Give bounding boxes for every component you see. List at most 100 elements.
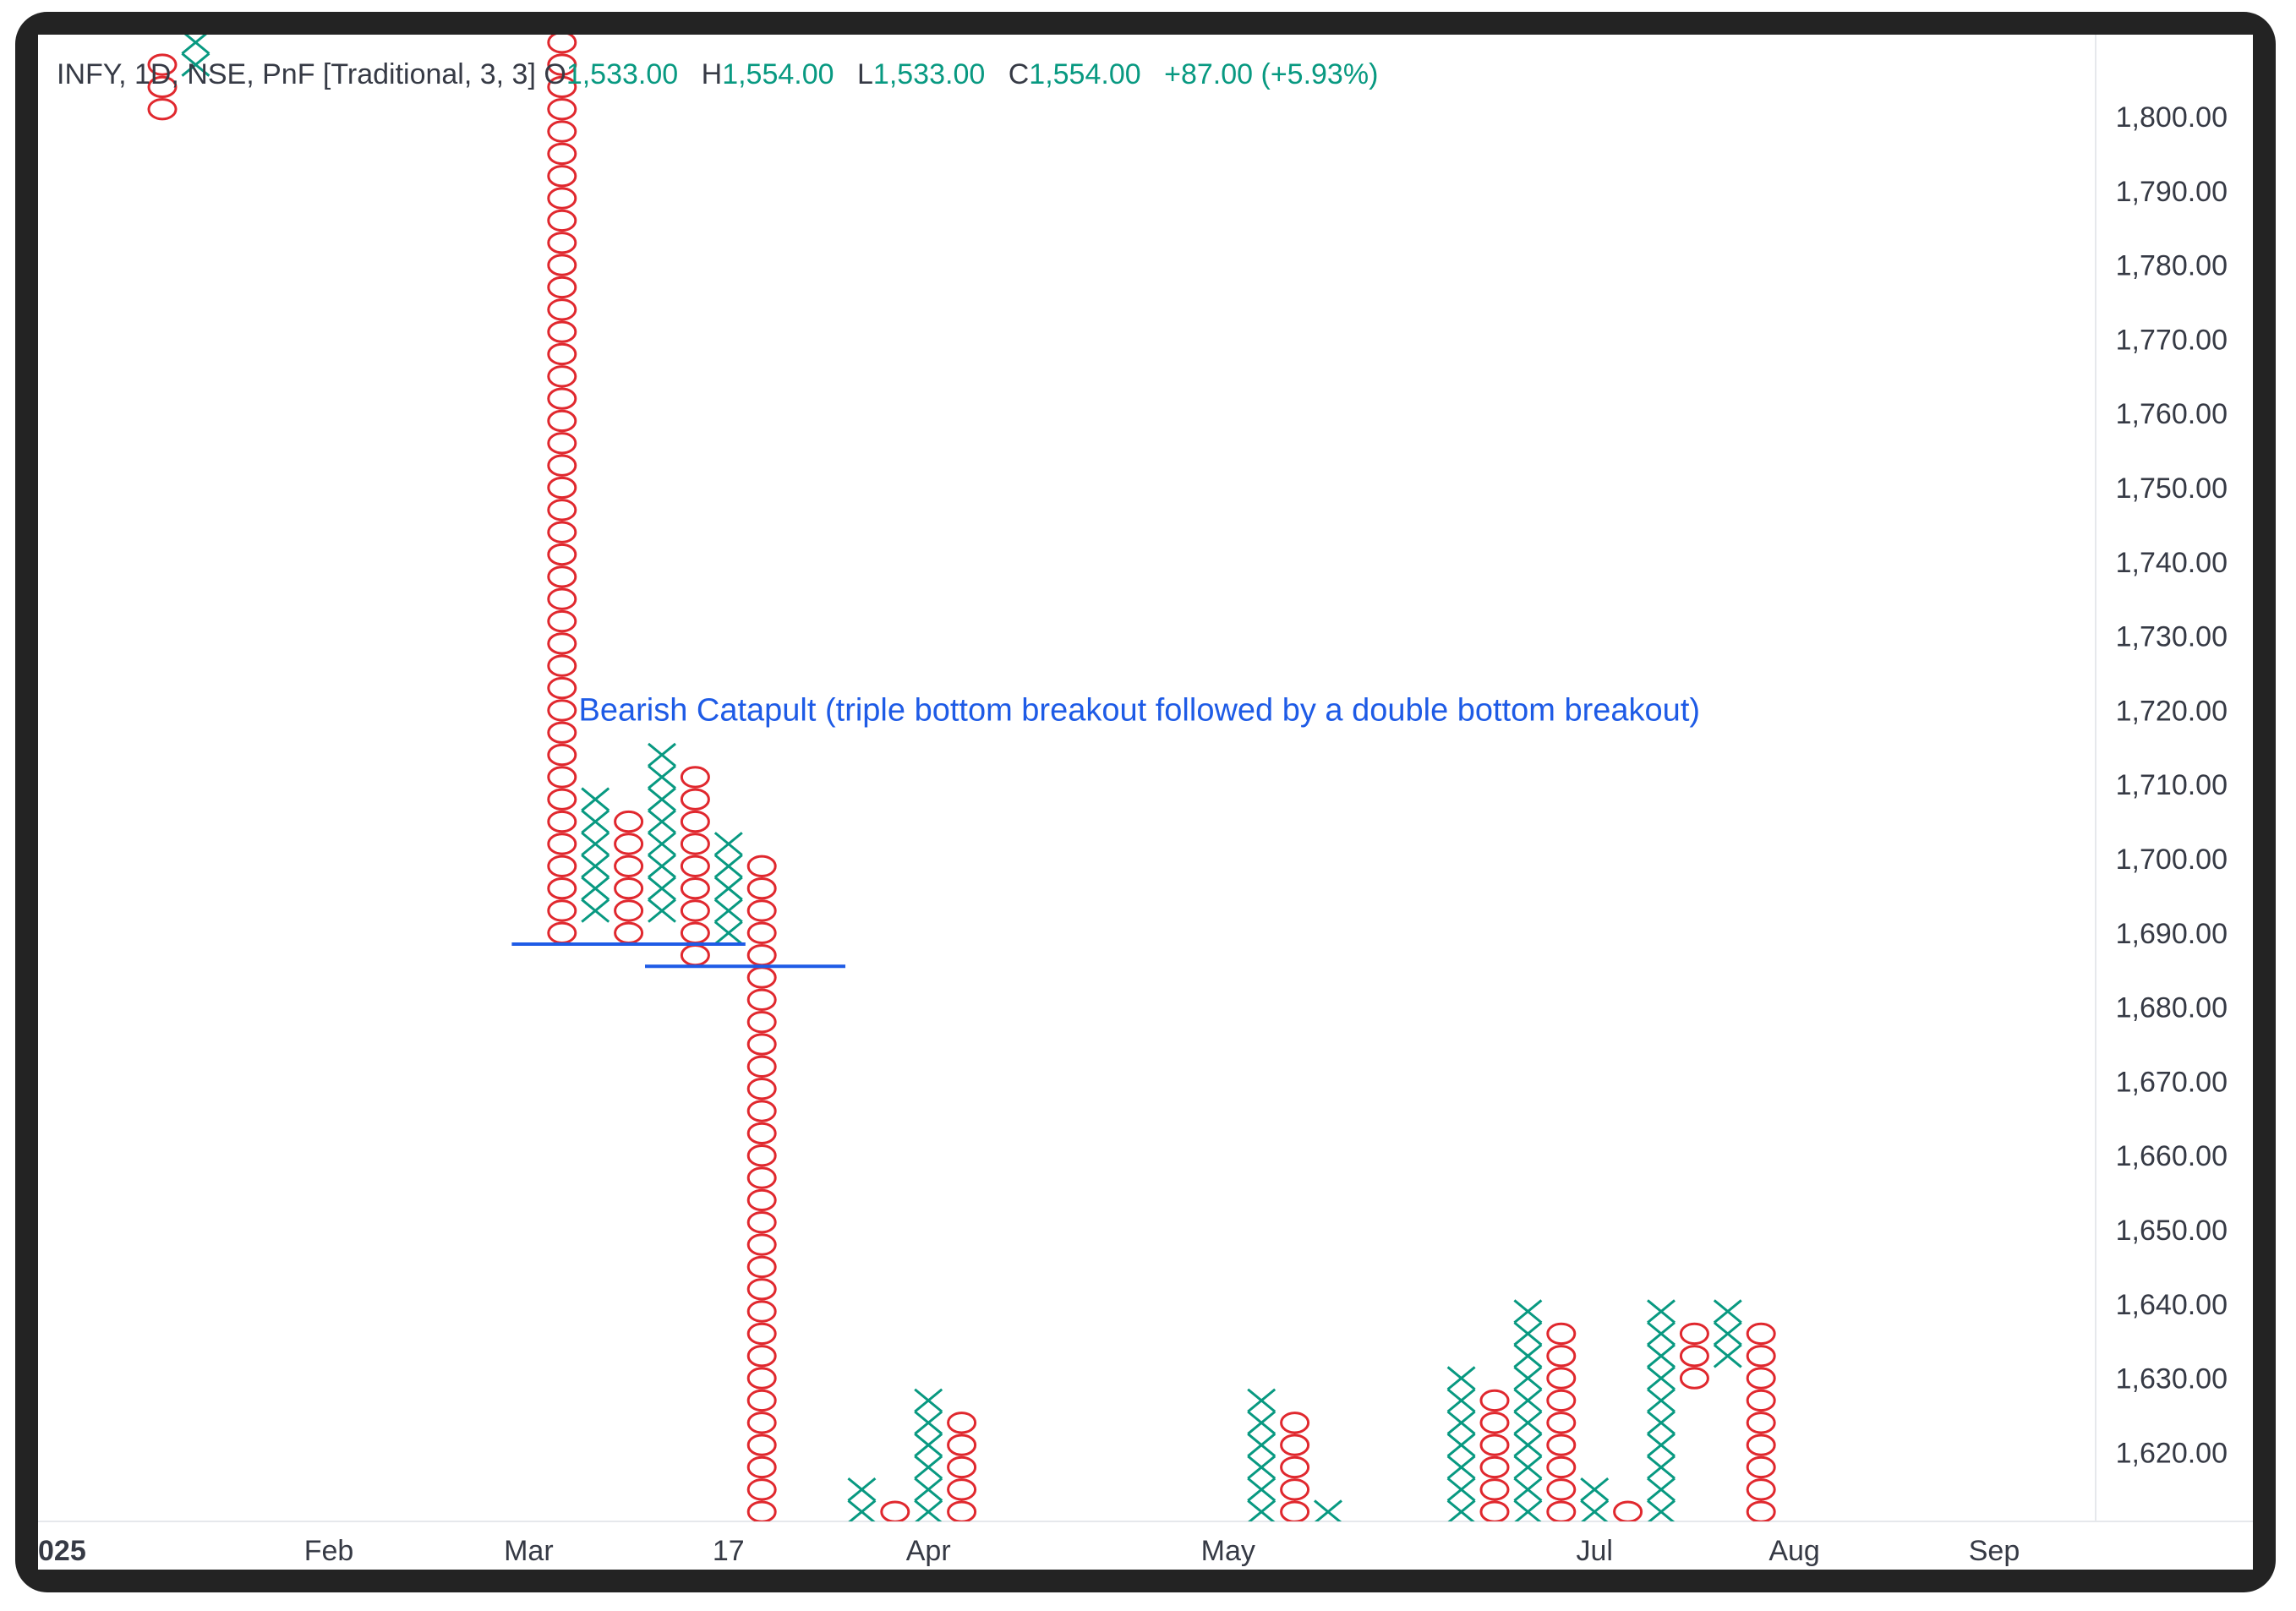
pattern-annotation[interactable]: Bearish Catapult (triple bottom breakout… (579, 692, 1701, 728)
x-box (581, 898, 610, 923)
x-box (1513, 1343, 1543, 1368)
o-box (746, 1166, 777, 1189)
x-box (1513, 1388, 1543, 1413)
x-box (713, 920, 743, 946)
x-column (1580, 1477, 1610, 1521)
o-box (1746, 1478, 1776, 1501)
price-axis[interactable]: 1,800.00 1,790.00 1,780.00 1,770.00 1,760.00… (2116, 101, 2228, 1469)
high-label: H (701, 58, 723, 90)
x-box (1247, 1410, 1276, 1435)
o-box (746, 1412, 777, 1434)
o-box (614, 921, 644, 944)
o-box (746, 966, 777, 989)
time-axis[interactable]: 025 Feb Mar 17 Apr May Jul Aug Sep (38, 1535, 2020, 1567)
o-box (547, 98, 577, 121)
x-box (1446, 1455, 1476, 1480)
o-box (746, 1345, 777, 1368)
x-box (581, 832, 610, 856)
o-box (547, 699, 577, 722)
o-box (547, 75, 577, 99)
x-box (1513, 1410, 1543, 1435)
o-box (746, 1055, 777, 1079)
open-value: 1,533.00 (566, 58, 679, 90)
price-tick-label: 1,760.00 (2116, 398, 2228, 430)
o-box (1613, 1500, 1643, 1521)
price-tick-label: 1,710.00 (2116, 769, 2228, 801)
x-column (1446, 1366, 1476, 1521)
price-tick-label: 1,650.00 (2116, 1215, 2228, 1247)
o-box (746, 1278, 777, 1301)
x-box (1647, 1321, 1676, 1346)
time-tick-label: Jul (1576, 1535, 1612, 1567)
o-box (547, 632, 577, 655)
o-box (1546, 1478, 1577, 1501)
x-box (581, 876, 610, 901)
x-column (1314, 1499, 1342, 1521)
price-tick-label: 1,790.00 (2116, 176, 2228, 208)
o-box (547, 387, 577, 410)
o-box (1546, 1412, 1577, 1434)
x-box (1247, 1499, 1276, 1521)
o-box (547, 365, 577, 388)
o-box (1746, 1345, 1776, 1368)
o-column (1280, 1412, 1310, 1521)
o-box (947, 1478, 977, 1501)
x-box (648, 809, 676, 834)
o-box (746, 1255, 777, 1279)
price-tick-label: 1,730.00 (2116, 621, 2228, 653)
o-box (1479, 1455, 1510, 1479)
pnf-chart[interactable]: 1,800.00 1,790.00 1,780.00 1,770.00 1,760.00… (38, 35, 2253, 1570)
x-box (713, 898, 743, 923)
time-tick-label: May (1201, 1535, 1255, 1567)
o-box (547, 342, 577, 366)
o-box (680, 788, 710, 811)
x-box (1647, 1299, 1676, 1324)
x-box (1247, 1433, 1276, 1457)
x-box (1446, 1410, 1476, 1435)
o-box (1546, 1500, 1577, 1521)
o-box (680, 899, 710, 922)
x-box (181, 52, 210, 77)
o-box (547, 53, 577, 76)
o-box (547, 276, 577, 299)
x-box (181, 35, 210, 55)
o-box (547, 165, 577, 188)
o-box (746, 943, 777, 967)
x-box (1314, 1499, 1342, 1521)
o-box (746, 988, 777, 1011)
x-box (1446, 1433, 1476, 1457)
x-box (713, 876, 743, 901)
x-box (1647, 1499, 1676, 1521)
o-box (547, 142, 577, 166)
o-column (1546, 1322, 1577, 1521)
chart-screen[interactable]: 1,800.00 1,790.00 1,780.00 1,770.00 1,760.00… (38, 35, 2253, 1570)
o-column (947, 1412, 977, 1521)
price-tick-label: 1,770.00 (2116, 324, 2228, 356)
price-tick-label: 1,680.00 (2116, 992, 2228, 1024)
device-frame: 1,800.00 1,790.00 1,780.00 1,770.00 1,760.00… (15, 12, 2276, 1592)
o-column (746, 855, 777, 1521)
x-box (648, 854, 676, 879)
o-box (547, 743, 577, 767)
o-box (1479, 1478, 1510, 1501)
o-box (947, 1455, 977, 1479)
o-column (1679, 1322, 1709, 1390)
time-tick-label: 025 (38, 1535, 86, 1567)
o-box (680, 876, 710, 900)
time-tick-label: Mar (504, 1535, 554, 1567)
price-tick-label: 1,640.00 (2116, 1289, 2228, 1321)
o-box (947, 1500, 977, 1521)
o-box (547, 298, 577, 321)
symbol-info[interactable]: INFY, 1D, NSE, PnF [Traditional, 3, 3] (57, 58, 536, 90)
o-box (547, 810, 577, 833)
time-tick-label: Aug (1768, 1535, 1820, 1567)
x-column (581, 787, 610, 923)
o-box (547, 187, 577, 210)
o-box (1280, 1434, 1310, 1456)
o-box (680, 855, 710, 877)
price-tick-label: 1,690.00 (2116, 918, 2228, 950)
o-box (547, 120, 577, 143)
o-box (680, 833, 710, 855)
o-box (746, 1322, 777, 1346)
o-box (1679, 1345, 1709, 1368)
